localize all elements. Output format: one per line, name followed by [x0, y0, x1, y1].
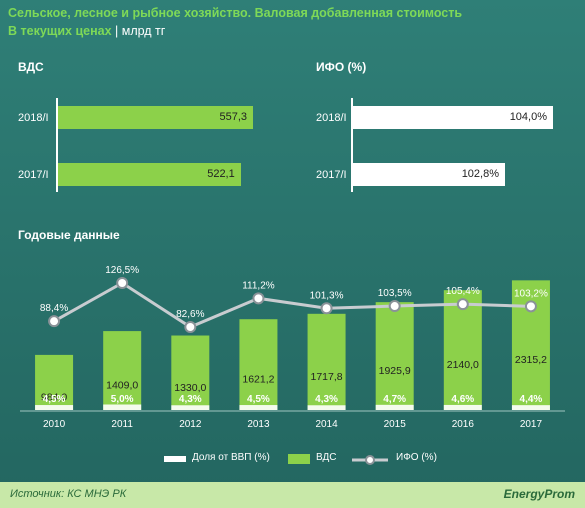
vds-value-label-2010: 984,0 [41, 391, 67, 403]
x-tick-2015: 2015 [384, 419, 407, 430]
vds-section-title: ВДС [18, 60, 44, 74]
vds-value-label-2017: 2315,2 [515, 354, 547, 366]
share-band-2015 [375, 404, 414, 410]
chart-title: Сельское, лесное и рыбное хозяйство. Вал… [8, 6, 463, 20]
ifo-point-2012 [184, 321, 197, 333]
ifo-row-label-2017: 2017/I [316, 169, 347, 181]
ifo-bar-2017: 102,8% [353, 163, 505, 186]
ifo-value-label-2016: 105,4% [446, 286, 480, 297]
legend-vds-swatch [288, 454, 310, 464]
share-band-2012 [171, 405, 210, 410]
ifo-value-label-2015: 103,5% [378, 288, 412, 299]
ifo-value-label-2014: 101,3% [310, 290, 344, 301]
vds-bar-2013 [239, 319, 278, 410]
footer: Источник: КС МНЭ РК EnergyProm [0, 482, 585, 508]
x-tick-2012: 2012 [179, 419, 202, 430]
vds-row-label-2017: 2017/I [18, 169, 49, 181]
vds-row-label-2018: 2018/I [18, 112, 49, 124]
share-value-label-2017: 4,4% [520, 394, 543, 405]
ifo-section-title: ИФО (%) [316, 60, 367, 74]
legend: Доля от ВВП (%) ВДС ИФО (%) [0, 452, 585, 468]
subtitle-prices: В текущих ценах [8, 24, 112, 38]
share-value-label-2013: 4,5% [247, 394, 270, 405]
ifo-point-2010 [48, 315, 61, 328]
share-value-label-2016: 4,6% [451, 394, 474, 405]
ifo-value-label-2010: 88,4% [40, 303, 68, 314]
vds-bar-2015 [375, 302, 414, 410]
legend-share-label: Доля от ВВП (%) [192, 452, 270, 463]
share-band-2010 [35, 405, 74, 410]
x-tick-2010: 2010 [43, 419, 66, 430]
subtitle-sep: | [111, 24, 122, 38]
vds-value-label-2012: 1330,0 [174, 382, 206, 394]
ifo-value-label-2011: 126,5% [105, 265, 139, 276]
annual-title: Годовые данные [18, 228, 120, 242]
share-band-2014 [307, 405, 346, 410]
x-tick-2014: 2014 [315, 419, 338, 430]
share-band-2016 [443, 404, 482, 410]
share-value-label-2015: 4,7% [383, 394, 406, 405]
vds-value-label-2011: 1409,0 [106, 380, 138, 392]
ifo-axis [351, 98, 353, 192]
share-value-label-2012: 4,3% [179, 394, 202, 405]
vds-value-label-2014: 1717,8 [311, 371, 343, 383]
source-text: Источник: КС МНЭ РК [10, 488, 127, 500]
share-value-label-2011: 5,0% [111, 394, 134, 405]
chart-subtitle: В текущих ценах | млрд тг [8, 22, 165, 40]
share-band-2011 [103, 404, 142, 410]
ifo-point-2013 [252, 292, 265, 305]
x-tick-2011: 2011 [111, 419, 133, 430]
ifo-row-label-2018: 2018/I [316, 112, 347, 124]
legend-ifo-swatch [352, 455, 388, 465]
legend-share-swatch [164, 456, 186, 462]
x-tick-2017: 2017 [520, 419, 543, 430]
ifo-point-2011 [116, 277, 129, 289]
ifo-point-2015 [388, 300, 401, 313]
vds-axis [56, 98, 58, 192]
share-value-label-2014: 4,3% [315, 394, 338, 405]
ifo-point-2017 [524, 300, 537, 313]
vds-bar-2012 [171, 335, 210, 410]
ifo-value-label-2012: 82,6% [176, 309, 204, 320]
annual-chart: 984,04,5%20101409,05,0%20111330,04,3%201… [20, 265, 565, 430]
vds-bar-2010 [35, 354, 74, 410]
vds-bar-2017 [511, 280, 550, 410]
vds-bar-2011 [103, 331, 142, 410]
x-tick-2013: 2013 [247, 419, 270, 430]
ifo-point-2014 [320, 302, 333, 315]
x-tick-2016: 2016 [452, 419, 475, 430]
vds-bar-2014 [307, 313, 346, 410]
vds-bar-2017: 522,1 [58, 163, 241, 186]
share-band-2017 [511, 405, 550, 410]
share-value-label-2010: 4,5% [43, 394, 66, 405]
subtitle-unit: млрд тг [121, 24, 166, 38]
ifo-bar-2018: 104,0% [353, 106, 553, 129]
share-band-2013 [239, 405, 278, 410]
vds-bar-2018: 557,3 [58, 106, 254, 129]
ifo-point-2016 [456, 298, 469, 311]
vds-value-label-2013: 1621,2 [242, 374, 274, 386]
ifo-value-label-2017: 103,2% [514, 288, 548, 299]
brand-logo: EnergyProm [503, 487, 575, 501]
ifo-value-label-2013: 111,2% [242, 280, 275, 291]
ifo-line [53, 281, 531, 329]
vds-value-label-2016: 2140,0 [447, 359, 479, 371]
legend-ifo-label: ИФО (%) [396, 452, 437, 463]
legend-vds-label: ВДС [316, 452, 337, 463]
vds-value-label-2015: 1925,9 [379, 365, 411, 377]
